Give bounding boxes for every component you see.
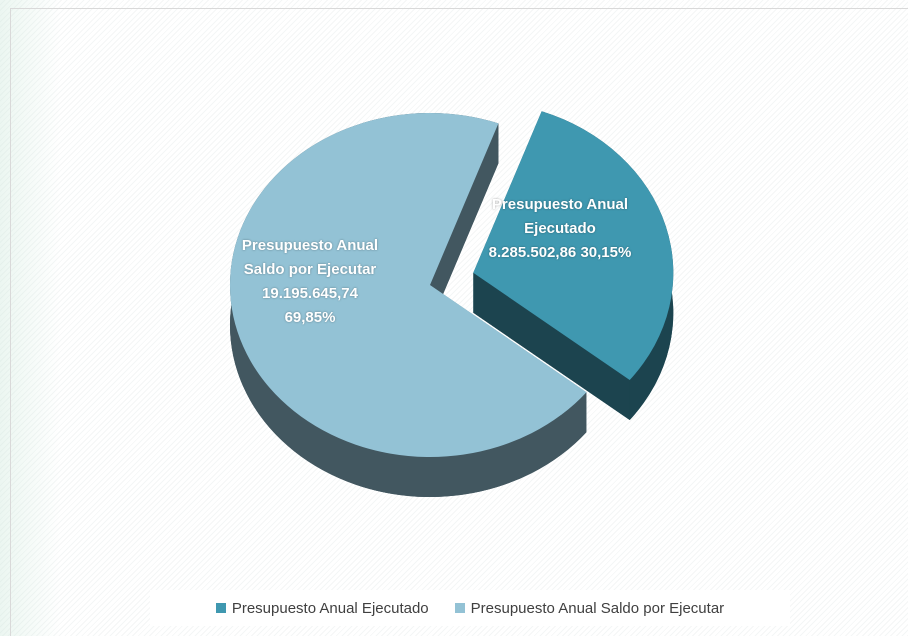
legend-swatch	[215, 603, 226, 613]
legend-swatch	[454, 603, 465, 613]
label-percent: 30,15%	[580, 244, 632, 261]
slice	[473, 111, 674, 380]
slice-side	[229, 113, 587, 498]
data-label: Presupuesto Anual Saldo por Ejecutar 19.…	[225, 234, 395, 330]
label-value: 19.195.645,74	[262, 285, 358, 302]
legend-item: Presupuesto Anual Ejecutado	[215, 599, 429, 617]
legend: Presupuesto Anual Ejecutado Presupuesto A…	[150, 590, 790, 626]
legend-item: Presupuesto Anual Saldo por Ejecutar	[454, 599, 725, 617]
slice-side	[473, 272, 630, 420]
chart-frame	[10, 8, 908, 636]
slice	[229, 113, 587, 458]
data-label: Presupuesto Anual Ejecutado 8.285.502,86…	[470, 193, 650, 265]
label-value-line: 8.285.502,86 30,15%	[470, 241, 650, 265]
legend-label: Presupuesto Anual Ejecutado	[231, 599, 429, 617]
label-percent: 69,85%	[284, 309, 336, 326]
label-category: Presupuesto Anual Ejecutado	[491, 196, 629, 237]
label-category: Presupuesto Anual Saldo por Ejecutar	[241, 237, 379, 278]
slice-side	[430, 123, 499, 326]
label-value: 8.285.502,86	[488, 244, 577, 261]
legend-label: Presupuesto Anual Saldo por Ejecutar	[470, 599, 725, 617]
